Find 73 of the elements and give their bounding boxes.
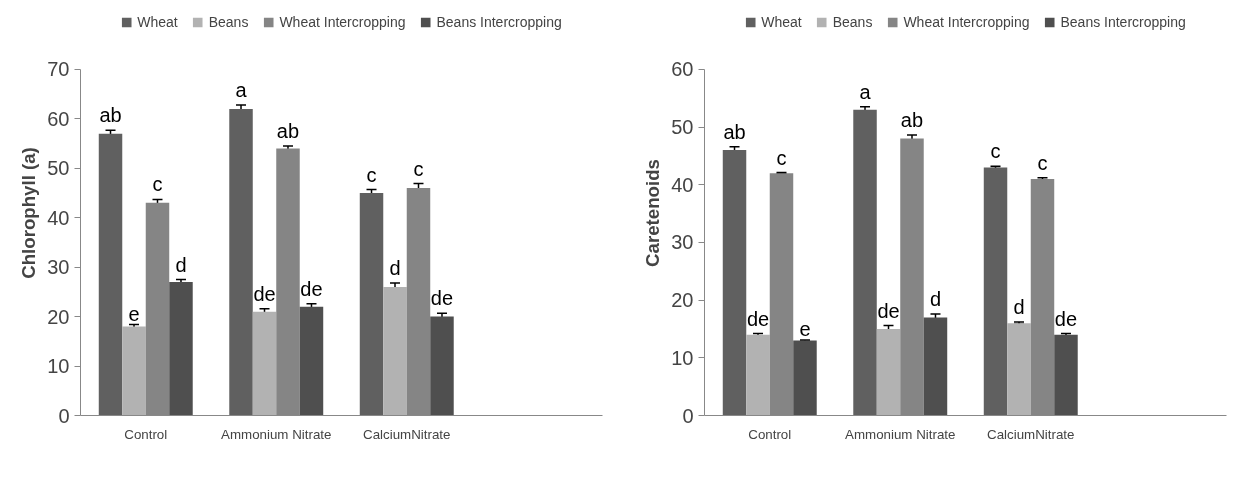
data-label: c	[413, 157, 424, 180]
legend-label: Wheat	[137, 14, 178, 30]
data-label: de	[1054, 307, 1078, 330]
legend-label: Beans Intercropping	[436, 14, 562, 30]
y-tick-label: 40	[47, 206, 70, 229]
x-tick-label: Control	[124, 426, 168, 442]
legend-label: Beans	[832, 14, 873, 30]
bar	[983, 167, 1008, 416]
x-tick-label: CalciumNitrate	[987, 426, 1075, 442]
bar	[923, 317, 948, 416]
data-label: d	[929, 287, 942, 310]
y-tick-label: 30	[47, 256, 70, 279]
bar	[383, 286, 407, 416]
bar	[229, 108, 253, 416]
data-label: a	[859, 80, 872, 103]
y-tick-label: 0	[682, 404, 694, 427]
y-tick-label: 40	[671, 173, 694, 196]
y-tick-label: 10	[47, 355, 70, 378]
bar	[746, 334, 770, 416]
data-label: a	[235, 78, 248, 101]
data-label: e	[128, 302, 140, 325]
y-tick-label: 0	[58, 404, 70, 427]
x-tick-label: CalciumNitrate	[363, 426, 451, 442]
x-tick-label: Ammonium Nitrate	[845, 426, 956, 442]
bar	[853, 109, 877, 416]
bar	[1054, 334, 1078, 416]
y-axis-title: Chlorophyll (a)	[18, 147, 40, 279]
legend-label: Wheat Intercropping	[279, 14, 406, 30]
data-label: c	[366, 163, 377, 186]
data-label: c	[1037, 151, 1048, 174]
legend-label: Wheat Intercropping	[903, 14, 1030, 30]
bar	[98, 133, 123, 416]
data-label: c	[152, 173, 163, 196]
legend-label: Wheat	[761, 14, 802, 30]
data-label: de	[877, 299, 900, 322]
bar	[722, 150, 747, 416]
data-label: ab	[723, 120, 746, 143]
data-label: d	[389, 256, 401, 279]
y-axis-title: Caretenoids	[642, 159, 664, 267]
data-label: de	[253, 282, 276, 305]
data-label: d	[1013, 296, 1025, 319]
data-label: de	[430, 287, 454, 310]
bar	[169, 281, 193, 416]
data-label: c	[776, 146, 787, 169]
data-label: c	[990, 140, 1001, 163]
data-label: ab	[99, 104, 122, 127]
bar	[876, 328, 901, 416]
y-tick-label: 70	[47, 58, 70, 81]
y-tick-label: 60	[47, 107, 70, 130]
bar	[359, 192, 384, 416]
bar	[299, 306, 324, 416]
bar	[793, 340, 817, 416]
y-tick-label: 60	[671, 58, 694, 81]
data-label: d	[175, 253, 187, 276]
data-label: e	[799, 317, 811, 340]
y-tick-label: 20	[47, 305, 70, 328]
legend-label: Beans Intercropping	[1060, 14, 1186, 30]
x-tick-label: Control	[748, 426, 792, 442]
y-tick-label: 30	[671, 231, 694, 254]
data-label: de	[300, 277, 323, 300]
y-tick-label: 20	[671, 289, 694, 312]
legend-label: Beans	[208, 14, 249, 30]
bar	[122, 326, 146, 416]
data-label: ab	[900, 109, 924, 132]
y-tick-label: 50	[47, 157, 70, 180]
bar	[252, 311, 277, 416]
x-tick-label: Ammonium Nitrate	[221, 426, 332, 442]
data-label: ab	[276, 119, 300, 142]
data-label: de	[746, 307, 770, 330]
y-tick-label: 10	[671, 346, 694, 369]
bar	[1007, 323, 1031, 416]
y-tick-label: 50	[671, 116, 694, 139]
bar	[430, 316, 454, 416]
